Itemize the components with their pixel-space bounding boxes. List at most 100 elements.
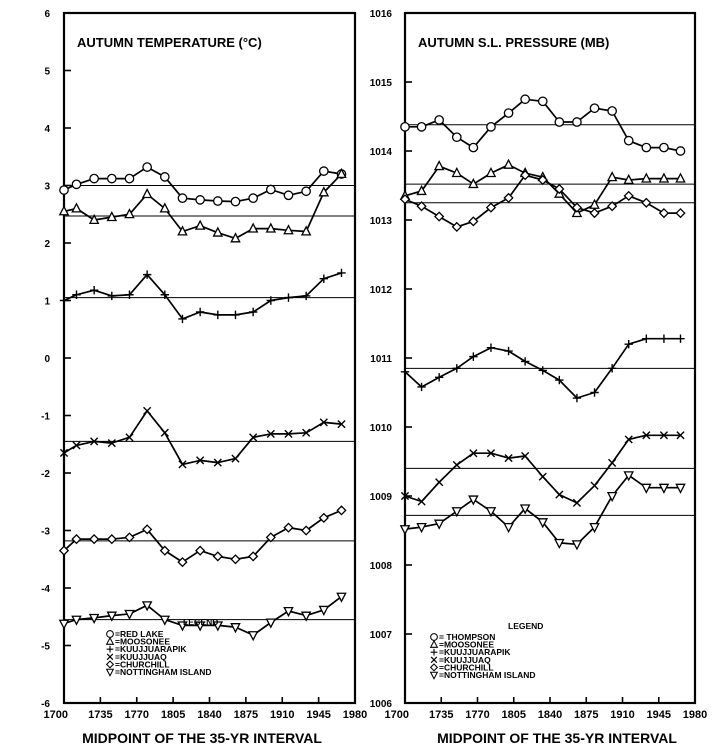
temperature-y-tick-label: -1 [41,412,50,423]
pressure-data-point [675,207,686,219]
pressure-x-tick-label: 1700 [385,709,409,721]
pressure-data-point [504,453,513,463]
pressure-data-point [416,523,427,534]
temperature-data-point [265,184,276,195]
temperature-data-point [141,188,153,199]
temperature-series-nottingham-island [58,592,347,642]
temperature-legend-label: =NOTTINGHAM ISLAND [115,667,212,677]
temperature-data-point [231,454,240,463]
pressure-data-point [520,94,530,105]
pressure-data-point [572,393,582,403]
pressure-data-point [468,142,479,153]
temperature-data-point [90,437,99,446]
temperature-data-point [196,456,205,465]
temperature-y-tick-label: 5 [44,67,50,78]
temperature-data-point [337,268,346,278]
temperature-data-point [230,196,241,207]
temperature-data-point [106,611,118,622]
pressure-data-point [538,472,547,481]
pressure-data-point [623,190,634,201]
temperature-data-point [71,202,82,213]
pressure-series-kuujjuarapik [400,334,685,403]
pressure-data-point [503,523,514,534]
temperature-data-point [177,193,188,203]
temperature-data-point [177,621,188,632]
pressure-data-point [590,388,599,397]
pressure-data-point [589,103,600,114]
pressure-data-point [400,122,410,132]
pressure-data-point [486,122,496,132]
pressure-y-tick-label: 1016 [370,9,393,20]
pressure-series-group [399,94,686,551]
temperature-legend-label: =KUUJJUAQ [115,652,167,662]
pressure-data-point [607,106,617,116]
pressure-y-tick-label: 1006 [370,699,393,710]
temperature-chart-title: AUTUMN TEMPERATURE (°C) [77,35,262,50]
temperature-data-point [58,619,70,630]
pressure-data-point [486,343,496,352]
temperature-series-kuujjuaq [59,406,346,469]
pressure-data-point [658,172,670,183]
pressure-legend-label: =MOOSONEE [439,640,494,650]
pressure-x-tick-label: 1980 [683,709,707,721]
pressure-data-point [554,117,565,127]
pressure-y-tick-label: 1011 [370,354,392,365]
temperature-data-point [160,428,169,437]
temperature-panel: AUTUMN TEMPERATURE (°C) 6 5 4 3 2 1 0 -1 -2 -3 -4 -… [41,9,367,746]
temperature-data-point [249,433,258,442]
pressure-data-point [538,366,547,375]
temperature-data-point [195,545,206,556]
pressure-x-tick-label: 1770 [465,709,489,721]
pressure-data-point [623,471,634,482]
temperature-y-tick-label: -5 [41,642,50,653]
temperature-data-point [336,505,347,516]
pressure-data-point [659,334,669,343]
pressure-data-point [504,346,513,356]
temperature-legend-entry: =KUUJJUAQ [106,652,167,662]
pressure-series-nottingham-island [399,471,686,551]
temperature-data-point [107,439,116,448]
temperature-data-point [230,232,241,243]
pressure-legend-symbol [430,656,438,664]
temperature-data-point [125,433,134,442]
temperature-x-tick-label: 1840 [197,709,221,721]
temperature-data-point [247,631,259,642]
pressure-data-point [659,142,669,153]
temperature-data-point [318,166,329,176]
pressure-data-point [641,197,652,208]
pressure-data-point [623,135,634,146]
temperature-data-point [195,307,205,317]
temperature-data-point [71,534,82,545]
pressure-data-point [451,132,462,143]
pressure-data-point [554,183,565,195]
pressure-data-point [641,172,652,183]
temperature-legend-symbol [105,660,115,669]
temperature-series-kuujjuarapik [59,268,346,324]
temperature-data-point [142,162,152,172]
pressure-legend-symbol [429,663,439,672]
temperature-legend-label: =MOOSONEE [115,637,170,647]
temperature-data-point [301,186,312,197]
pressure-y-tick-label: 1015 [370,78,393,89]
temperature-data-point [265,222,277,233]
temperature-data-point [318,512,329,523]
temperature-data-point [283,224,294,235]
temperature-data-point [212,621,224,632]
temperature-data-point [106,534,117,545]
pressure-data-point [451,507,463,518]
pressure-data-point [608,458,617,467]
temperature-legend-symbol [106,630,114,638]
pressure-series-thompson [400,94,686,156]
temperature-data-point [124,609,135,620]
temperature-series-churchill [58,505,347,568]
pressure-data-point [520,357,530,366]
pressure-data-point [606,491,618,503]
temperature-data-point [319,274,329,283]
temperature-legend-entry: =NOTTINGHAM ISLAND [105,667,212,677]
pressure-x-tick-label: 1840 [538,709,562,721]
temperature-data-point [318,186,330,197]
temperature-data-point [124,208,135,219]
temperature-x-axis-label: MIDPOINT OF THE 35-YR INTERVAL [82,730,322,746]
temperature-data-point [89,285,99,295]
